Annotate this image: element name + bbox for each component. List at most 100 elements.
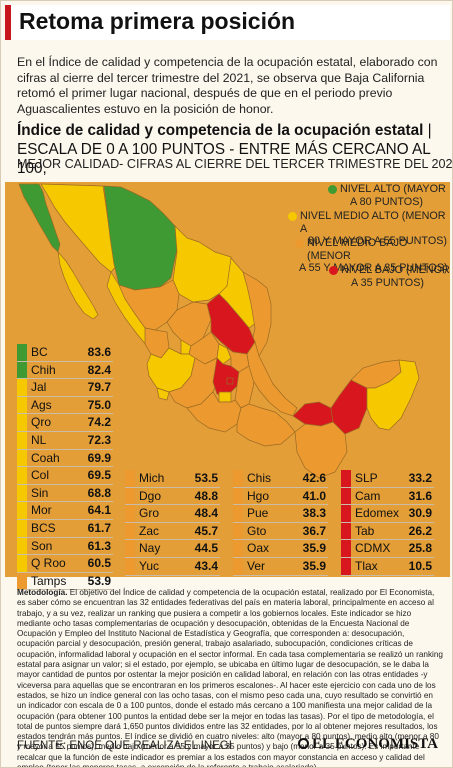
state-value: 48.8	[194, 488, 218, 503]
state-value: 38.3	[302, 506, 326, 521]
level-chip	[17, 555, 27, 573]
map-panel: NIVEL ALTO (MAYOR A 80 PUNTOS) NIVEL MED…	[5, 182, 450, 577]
brand-name: EL ECONOMISTA	[312, 736, 438, 752]
ranking-row: Pue 38.3	[233, 505, 328, 523]
state-name: Nay	[139, 541, 161, 556]
intro-paragraph: En el Índice de calidad y competencia de…	[17, 55, 438, 116]
state-value: 33.2	[408, 471, 432, 485]
state-name: Pue	[247, 506, 269, 521]
level-chip	[233, 522, 243, 541]
level-chip	[233, 540, 243, 558]
row-divider	[17, 536, 113, 538]
row-divider	[17, 518, 113, 520]
legend-label-bajo-line2: A 35 PUNTOS)	[351, 276, 425, 289]
ranking-row: Ags 75.0	[17, 396, 113, 415]
map-state-qroo	[366, 359, 420, 431]
level-chip	[17, 396, 27, 415]
row-divider	[233, 504, 328, 506]
map-state-mor	[218, 391, 232, 403]
state-name: Gro	[139, 506, 160, 521]
state-value: 48.4	[194, 506, 218, 521]
state-name: Q Roo	[31, 556, 66, 571]
legend-item-medio-alto: NIVEL MEDIO ALTO (MENOR A 80 Y MAYOR A 5…	[288, 210, 450, 248]
level-chip	[17, 502, 27, 520]
ranking-row: Edomex 30.9	[341, 505, 434, 523]
level-chip	[17, 467, 27, 485]
ranking-row: Chih 82.4	[17, 361, 113, 380]
row-divider	[125, 539, 220, 541]
state-name: Chis	[247, 471, 272, 485]
title-bar: Retoma primera posición	[5, 5, 450, 40]
row-divider	[17, 571, 113, 573]
state-name: Tamps	[31, 573, 67, 588]
state-name: Son	[31, 538, 53, 553]
level-chip	[17, 449, 27, 468]
chart-title-separator: |	[427, 122, 432, 139]
map-state-cdmx	[226, 377, 234, 385]
ranking-row: Hgo 41.0	[233, 487, 328, 506]
ranking-row: SLP 33.2	[341, 470, 434, 488]
ranking-row: Son 61.3	[17, 537, 113, 556]
row-divider	[125, 574, 220, 576]
state-value: 79.7	[87, 380, 111, 395]
map-state-tamps	[242, 271, 272, 357]
state-name: Sin	[31, 485, 49, 500]
map-state-son	[40, 183, 119, 273]
state-value: 43.4	[194, 559, 218, 573]
map-state-col	[156, 387, 170, 401]
row-divider	[233, 521, 328, 523]
legend-label-alto-line1: NIVEL ALTO (MAYOR	[340, 183, 446, 195]
state-value: 72.3	[87, 433, 111, 447]
ranking-row: Chis 42.6	[233, 470, 328, 488]
state-value: 42.6	[302, 471, 326, 485]
state-name: Chih	[31, 362, 56, 377]
ranking-row: Nay 44.5	[125, 540, 220, 558]
level-chip	[125, 470, 135, 488]
level-chip	[341, 540, 351, 558]
state-name: Qro	[31, 415, 52, 430]
ranking-column-3: Chis 42.6 Hgo 41.0 Pue 38.3 Gto 36.7 Oax 35.9 Ver 3…	[233, 470, 328, 576]
ranking-row: Gro 48.4	[125, 505, 220, 523]
state-value: 60.5	[87, 556, 111, 571]
ranking-row: Cam 31.6	[341, 487, 434, 506]
legend-dot-alto	[328, 185, 337, 194]
brand-icon	[298, 738, 309, 749]
state-value: 68.8	[87, 485, 111, 500]
row-divider	[125, 486, 220, 488]
legend-dot-medio-bajo	[295, 239, 304, 248]
level-chip	[17, 520, 27, 538]
level-chip	[233, 487, 243, 506]
legend-label-alto-line2: A 80 PUNTOS)	[350, 195, 424, 208]
row-divider	[341, 486, 434, 488]
level-chip	[341, 470, 351, 488]
level-chip	[125, 558, 135, 576]
state-value: 61.3	[87, 538, 111, 553]
state-name: Oax	[247, 541, 270, 556]
level-chip	[125, 505, 135, 523]
state-value: 83.6	[87, 345, 111, 359]
row-divider	[125, 521, 220, 523]
state-value: 10.5	[408, 559, 432, 573]
row-divider	[341, 504, 434, 506]
ranking-column-2: Mich 53.5 Dgo 48.8 Gro 48.4 Zac 45.7 Nay 44.5 Yuc 4…	[125, 470, 220, 576]
mexico-map	[18, 183, 420, 479]
ranking-column-1: BC 83.6 Chih 82.4 Jal 79.7 Ags 75.0 Qro 74.2 NL 72.…	[17, 344, 113, 591]
level-chip	[17, 484, 27, 503]
state-name: Yuc	[139, 559, 160, 573]
row-divider	[17, 466, 113, 468]
methodology-text: El objetivo del Índice de calidad y comp…	[17, 588, 443, 768]
legend-label-medio-alto-line2: 80 Y MAYOR A 55 PUNTOS)	[308, 235, 448, 247]
level-chip	[17, 414, 27, 432]
row-divider	[341, 574, 434, 576]
level-chip	[17, 432, 27, 450]
level-chip	[125, 487, 135, 506]
state-name: Cam	[355, 488, 381, 503]
state-name: Mor	[31, 503, 52, 518]
map-state-chih	[103, 185, 178, 291]
state-value: 36.7	[302, 523, 326, 538]
state-name: Ags	[31, 397, 52, 412]
level-chip	[17, 379, 27, 397]
state-value: 31.6	[408, 488, 432, 503]
state-value: 53.9	[87, 573, 111, 588]
